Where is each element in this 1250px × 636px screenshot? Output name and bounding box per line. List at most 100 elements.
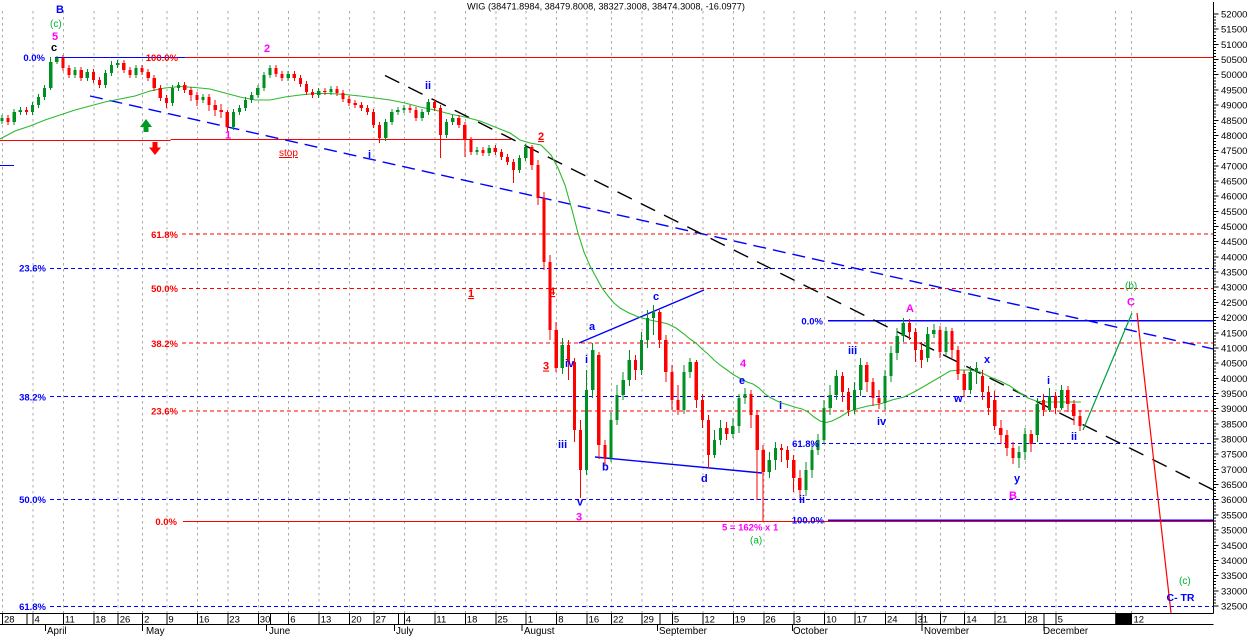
svg-text:July: July [396, 626, 414, 636]
svg-text:ii: ii [425, 80, 431, 92]
svg-text:61.8%: 61.8% [19, 602, 46, 613]
svg-text:48000: 48000 [1221, 131, 1247, 142]
svg-text:36500: 36500 [1221, 480, 1247, 491]
svg-text:19: 19 [735, 615, 746, 626]
svg-text:November: November [924, 626, 970, 636]
svg-text:0.0%: 0.0% [801, 317, 823, 328]
svg-text:0.0%: 0.0% [23, 53, 45, 64]
svg-text:May: May [146, 626, 165, 636]
svg-text:46000: 46000 [1221, 192, 1247, 203]
svg-text:38.2%: 38.2% [19, 393, 46, 404]
svg-text:33000: 33000 [1221, 586, 1247, 597]
svg-text:October: October [793, 626, 829, 636]
svg-text:20: 20 [351, 615, 362, 626]
svg-text:2: 2 [538, 131, 544, 143]
svg-text:37500: 37500 [1221, 450, 1247, 461]
svg-text:32500: 32500 [1221, 602, 1247, 613]
svg-text:December: December [1043, 626, 1089, 636]
svg-text:e: e [739, 375, 745, 387]
svg-text:1: 1 [225, 130, 231, 142]
svg-text:22: 22 [613, 615, 624, 626]
svg-text:0.0%: 0.0% [155, 517, 177, 528]
svg-text:37000: 37000 [1221, 465, 1247, 476]
svg-text:38500: 38500 [1221, 419, 1247, 430]
svg-text:5 = 162% x 1: 5 = 162% x 1 [722, 523, 779, 534]
svg-text:9: 9 [168, 615, 173, 626]
svg-text:41000: 41000 [1221, 343, 1247, 354]
svg-text:3: 3 [576, 512, 582, 524]
svg-text:14: 14 [966, 615, 977, 626]
svg-text:42500: 42500 [1221, 298, 1247, 309]
svg-text:i: i [1047, 375, 1050, 387]
svg-text:September: September [659, 626, 708, 636]
svg-text:44000: 44000 [1221, 252, 1247, 263]
svg-text:24: 24 [887, 615, 898, 626]
svg-text:28: 28 [4, 615, 15, 626]
svg-text:16: 16 [199, 615, 210, 626]
svg-text:100.0%: 100.0% [792, 516, 825, 527]
svg-text:46500: 46500 [1221, 177, 1247, 188]
svg-text:39500: 39500 [1221, 389, 1247, 400]
svg-text:4: 4 [406, 615, 411, 626]
svg-text:August: August [524, 626, 555, 636]
svg-text:4: 4 [549, 286, 556, 298]
svg-text:43500: 43500 [1221, 268, 1247, 279]
svg-text:iii: iii [558, 439, 567, 451]
svg-text:35000: 35000 [1221, 526, 1247, 537]
svg-text:2: 2 [264, 43, 270, 55]
svg-text:23.6%: 23.6% [151, 407, 178, 418]
svg-text:6: 6 [290, 615, 295, 626]
svg-text:5: 5 [1058, 615, 1063, 626]
svg-text:8: 8 [558, 615, 563, 626]
svg-text:33500: 33500 [1221, 571, 1247, 582]
svg-text:12: 12 [704, 615, 715, 626]
svg-text:WIG (38471.8984, 38479.8008, 3: WIG (38471.8984, 38479.8008, 38327.3008,… [467, 2, 745, 12]
svg-text:13: 13 [321, 615, 332, 626]
svg-text:34000: 34000 [1221, 556, 1247, 567]
svg-text:17: 17 [857, 615, 868, 626]
svg-text:39000: 39000 [1221, 404, 1247, 415]
svg-text:c: c [653, 291, 659, 303]
svg-text:48500: 48500 [1221, 116, 1247, 127]
svg-text:c: c [51, 42, 57, 54]
svg-text:stop: stop [279, 148, 298, 159]
svg-text:1: 1 [468, 288, 474, 300]
svg-text:(a): (a) [750, 536, 762, 547]
svg-text:47500: 47500 [1221, 146, 1247, 157]
svg-text:7: 7 [942, 615, 947, 626]
svg-text:i: i [779, 400, 782, 412]
svg-text:51500: 51500 [1221, 25, 1247, 36]
svg-text:iv: iv [877, 416, 887, 428]
svg-text:12: 12 [1134, 615, 1145, 626]
svg-text:i: i [368, 149, 371, 161]
svg-text:4: 4 [35, 615, 40, 626]
svg-text:35500: 35500 [1221, 510, 1247, 521]
svg-text:B: B [1009, 490, 1017, 502]
svg-text:v: v [577, 497, 584, 509]
svg-text:50500: 50500 [1221, 55, 1247, 66]
svg-text:w: w [953, 393, 963, 405]
svg-text:y: y [1014, 473, 1021, 485]
svg-text:41500: 41500 [1221, 328, 1247, 339]
svg-text:a: a [589, 321, 596, 333]
svg-text:61.8%: 61.8% [151, 230, 178, 241]
svg-text:11: 11 [65, 615, 75, 626]
svg-text:40000: 40000 [1221, 374, 1247, 385]
svg-text:ii: ii [1071, 431, 1077, 443]
svg-text:34500: 34500 [1221, 541, 1247, 552]
svg-text:C: C [1127, 297, 1135, 309]
svg-text:4: 4 [740, 358, 747, 370]
svg-text:49500: 49500 [1221, 85, 1247, 96]
svg-text:26: 26 [120, 615, 131, 626]
svg-text:50.0%: 50.0% [19, 495, 46, 506]
svg-text:27: 27 [376, 615, 387, 626]
svg-text:18: 18 [467, 615, 478, 626]
svg-text:51000: 51000 [1221, 40, 1247, 51]
svg-text:31: 31 [918, 615, 929, 626]
svg-text:45000: 45000 [1221, 222, 1247, 233]
svg-text:44500: 44500 [1221, 237, 1247, 248]
svg-text:June: June [269, 626, 291, 636]
svg-text:1: 1 [528, 615, 533, 626]
svg-text:16: 16 [589, 615, 600, 626]
svg-text:42000: 42000 [1221, 313, 1247, 324]
